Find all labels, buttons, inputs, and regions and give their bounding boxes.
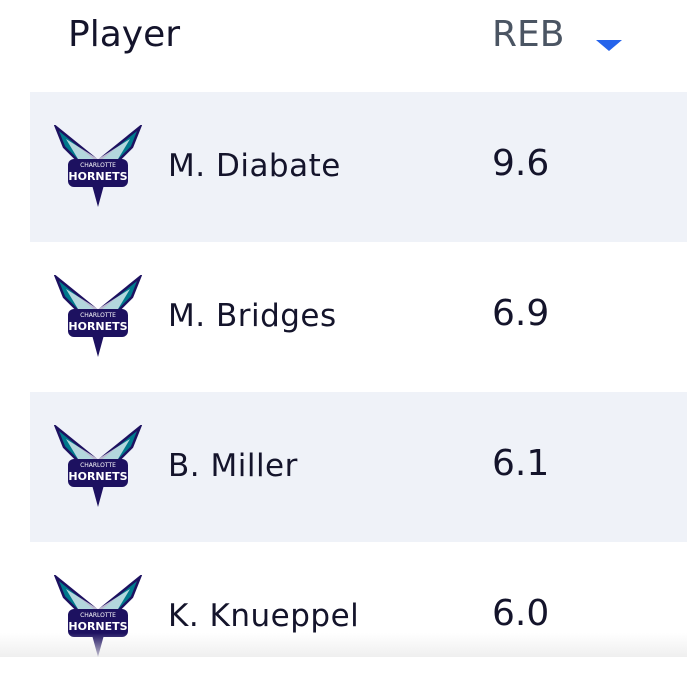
logo-body xyxy=(68,159,128,187)
scroll-fade xyxy=(0,633,687,657)
table-row: CHARLOTTE HORNETS M. Diabate 9.6 xyxy=(30,92,687,242)
logo-text: CHARLOTTE xyxy=(80,462,116,469)
logo-text: CHARLOTTE xyxy=(80,162,116,169)
table-row: CHARLOTTE HORNETS B. Miller 6.1 xyxy=(30,392,687,542)
logo-stinger xyxy=(92,335,104,357)
logo-stinger xyxy=(92,185,104,207)
column-header[interactable]: REB xyxy=(492,14,565,55)
logo-text: HORNETS xyxy=(68,470,127,483)
stat-value: 6.0 xyxy=(492,593,550,634)
logo-body xyxy=(68,609,128,637)
logo-wing xyxy=(66,439,130,459)
logo-stinger xyxy=(92,485,104,507)
logo-text: CHARLOTTE xyxy=(80,612,116,619)
page: Player REB CHARLOTTE HORNETS M. Diabate 9.6… xyxy=(0,14,687,657)
player-name: B. Miller xyxy=(168,448,298,484)
logo-body xyxy=(68,459,128,487)
player-name: M. Bridges xyxy=(168,298,337,334)
logo-text: CHARLOTTE xyxy=(80,312,116,319)
logo-body xyxy=(68,309,128,337)
logo-wing xyxy=(66,139,130,159)
sort-arrow[interactable] xyxy=(594,38,624,52)
table-row: CHARLOTTE HORNETS M. Bridges 6.9 xyxy=(30,242,687,392)
table-row: CHARLOTTE HORNETS K. Knueppel 6.0 xyxy=(30,542,687,692)
logo-wing xyxy=(66,589,130,609)
logo-text: HORNETS xyxy=(68,620,127,633)
column-header: Player xyxy=(68,14,181,55)
player-name: K. Knueppel xyxy=(168,598,360,634)
stat-value: 6.1 xyxy=(492,443,550,484)
stat-value: 9.6 xyxy=(492,143,550,184)
player-name: M. Diabate xyxy=(168,148,341,184)
logo-wing xyxy=(66,289,130,309)
logo-text: HORNETS xyxy=(68,170,127,183)
stat-value: 6.9 xyxy=(492,293,550,334)
logo-text: HORNETS xyxy=(68,320,127,333)
